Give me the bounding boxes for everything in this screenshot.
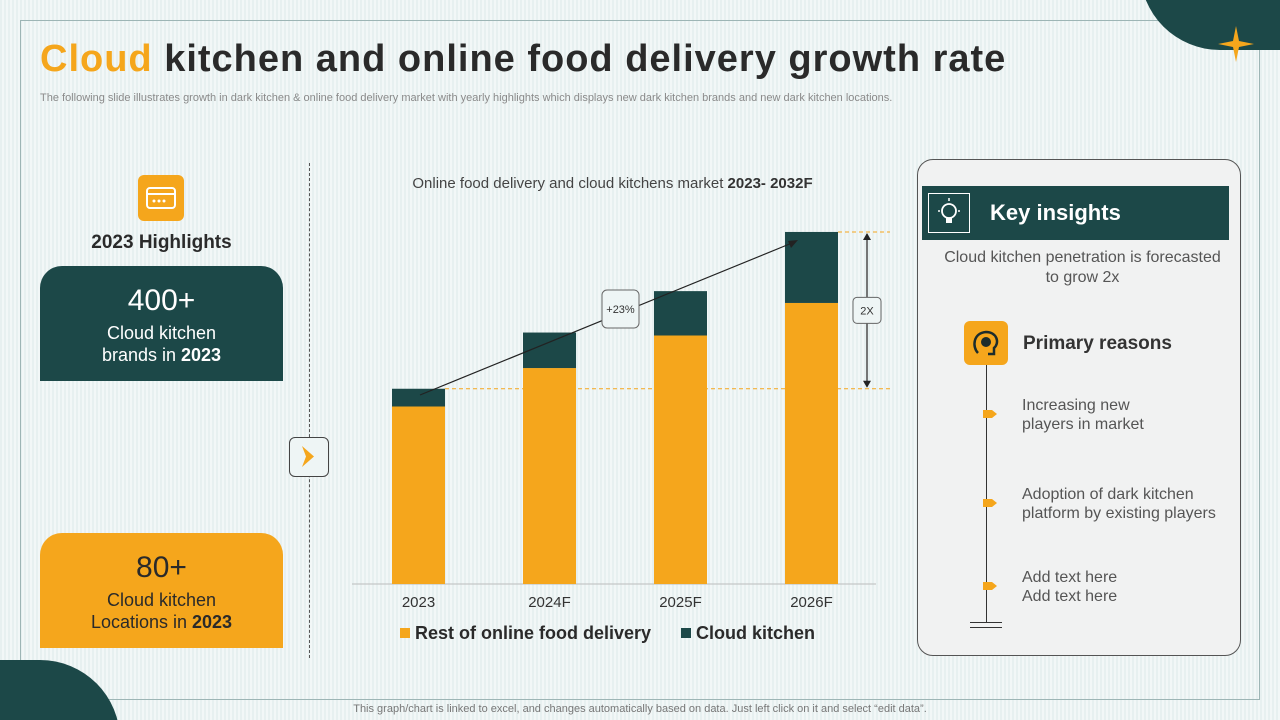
growth-label: +23% (606, 304, 635, 316)
lightbulb-icon (928, 193, 970, 233)
primary-reasons-title: Primary reasons (1023, 333, 1172, 354)
x-tick-label: 2025F (659, 594, 702, 611)
chevron-right-icon (302, 446, 314, 467)
locations-value: 80+ (136, 551, 187, 584)
timeline-marker (983, 499, 997, 507)
legend-item-cloud-kitchen: Cloud kitchen (681, 623, 815, 644)
chart-legend: Rest of online food delivery Cloud kitch… (400, 623, 815, 644)
multiplier-label: 2X (860, 305, 874, 317)
brands-label: Cloud kitchen brands in 2023 (101, 323, 222, 365)
key-insights-title: Key insights (990, 200, 1121, 225)
key-insights-panel (917, 159, 1241, 656)
bar-rest (785, 302, 838, 584)
reason-item: Increasing new players in market (1022, 397, 1144, 433)
brands-value: 400+ (127, 284, 196, 317)
sparkle-icon (1218, 26, 1254, 62)
brands-card: 400+ Cloud kitchen brands in 2023 (40, 266, 283, 381)
reason-item: Add text here Add text here (1022, 569, 1118, 605)
stacked-bar-chart: 2023 2024F 2025F 2026F 2X +23% (352, 231, 890, 611)
page-subtitle: The following slide illustrates growth i… (40, 92, 893, 104)
timeline-line (986, 365, 987, 623)
idea-head-icon (964, 321, 1008, 365)
timeline-marker (983, 410, 997, 418)
timeline-marker (983, 582, 997, 590)
legend-item-rest: Rest of online food delivery (400, 623, 651, 644)
bar-cloud-kitchen (392, 388, 445, 407)
bar-rest (523, 368, 576, 584)
section-divider (309, 163, 310, 658)
footer-note: This graph/chart is linked to excel, and… (353, 703, 927, 715)
growth-badge (601, 289, 640, 329)
bar-rest (392, 406, 445, 584)
arrow-head-down (863, 380, 871, 388)
timeline-base (970, 622, 1002, 628)
multiplier-badge (852, 296, 882, 324)
locations-card: 80+ Cloud kitchen Locations in 2023 (40, 533, 283, 648)
x-tick-label: 2024F (528, 594, 571, 611)
page-title: Cloud kitchen and online food delivery g… (40, 38, 1007, 80)
bar-rest (654, 335, 707, 584)
slide-frame (20, 20, 1260, 700)
highlights-icon (138, 175, 184, 221)
reason-item: Adoption of dark kitchen platform by exis… (1022, 486, 1216, 522)
x-tick-label: 2023 (402, 594, 435, 611)
locations-label: Cloud kitchen Locations in 2023 (90, 590, 233, 632)
bar-cloud-kitchen (654, 291, 707, 336)
bar-cloud-kitchen (523, 332, 576, 369)
growth-arrow-head (788, 240, 798, 248)
arrow-head-up (863, 232, 871, 240)
highlights-heading: 2023 Highlights (91, 232, 232, 253)
key-insights-header (922, 186, 1229, 240)
next-arrow-button[interactable] (289, 437, 329, 477)
key-insights-text: Cloud kitchen penetration is forecasted … (944, 249, 1221, 286)
x-tick-label: 2026F (790, 594, 833, 611)
chart-title: Online food delivery and cloud kitchens … (412, 175, 813, 192)
